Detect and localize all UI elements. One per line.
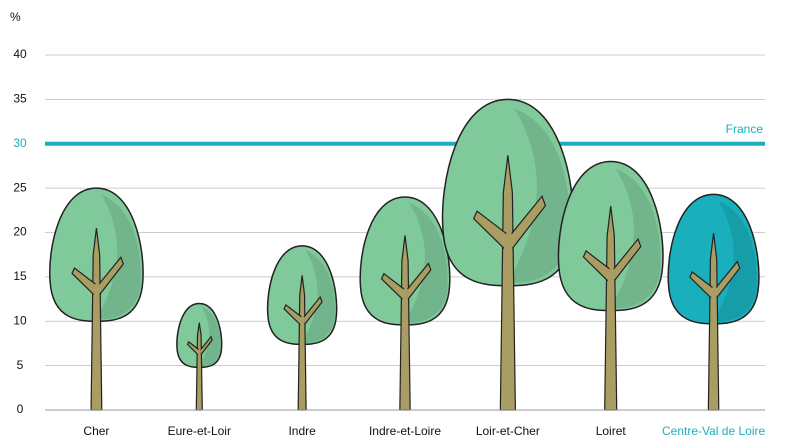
tree-branch	[186, 340, 200, 356]
tree-shade	[199, 306, 221, 367]
tree-trunk	[90, 227, 103, 411]
reference-label: France	[726, 122, 764, 136]
tree	[359, 196, 451, 411]
tree-branch	[98, 256, 124, 295]
tree-shade	[405, 203, 448, 323]
y-tick-label: 15	[13, 269, 27, 283]
x-tick-label: Centre-Val de Loire	[662, 424, 765, 438]
tree-shade	[507, 108, 570, 283]
y-tick-label: 20	[13, 225, 27, 239]
tree-trunk	[604, 206, 618, 411]
x-tick-label: Eure-et-Loir	[168, 424, 231, 438]
tree-branch	[472, 210, 507, 249]
tree	[441, 98, 574, 411]
tree-branch	[200, 335, 213, 355]
y-tick-label: 5	[17, 358, 24, 372]
x-tick-label: Indre-et-Loire	[369, 424, 441, 438]
tree	[176, 302, 223, 411]
y-tick-label: 10	[13, 313, 27, 327]
tree-trunk	[297, 275, 307, 411]
tree-trunk	[195, 322, 203, 411]
y-tick-label: 35	[13, 92, 27, 106]
y-tick-label: 40	[13, 47, 27, 61]
tree-branch	[582, 250, 610, 282]
tree	[266, 245, 338, 411]
y-tick-label: 25	[13, 180, 27, 194]
tree-branch	[689, 271, 713, 299]
tree-trunk	[399, 235, 411, 411]
tree	[667, 193, 760, 411]
tree-branch	[303, 295, 323, 325]
tree-branch	[407, 262, 432, 300]
tree	[49, 187, 144, 411]
tree-branch	[380, 272, 405, 300]
tree-shade	[96, 194, 141, 320]
y-axis-label: %	[10, 10, 21, 24]
tree-shade	[713, 200, 757, 322]
x-tick-label: Loiret	[596, 424, 627, 438]
tree-branch	[71, 267, 96, 296]
y-tick-label: 0	[17, 402, 24, 416]
tree	[557, 160, 664, 411]
tree-branch	[613, 237, 642, 282]
x-tick-label: Loir-et-Cher	[476, 424, 540, 438]
tree-branch	[511, 195, 547, 249]
tree-branch	[715, 260, 741, 299]
x-tick-label: Indre	[288, 424, 316, 438]
tree-shade	[302, 250, 335, 343]
tree-branch	[283, 303, 302, 326]
tree-shade	[610, 168, 661, 309]
tree-trunk	[707, 233, 720, 411]
y-tick-label: 30	[13, 136, 27, 150]
x-tick-label: Cher	[83, 424, 109, 438]
